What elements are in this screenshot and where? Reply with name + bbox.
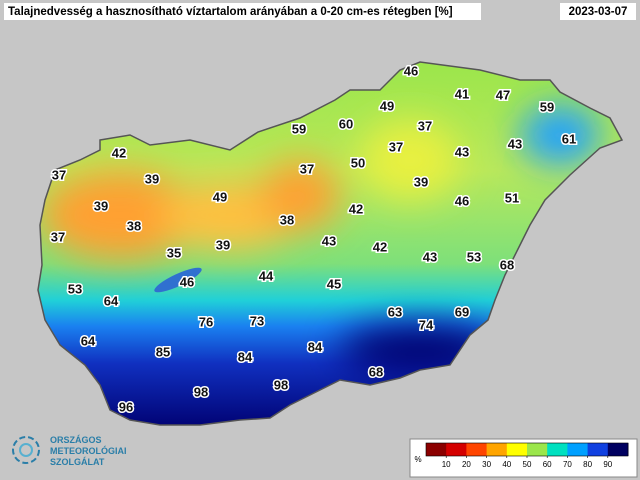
station-value: 42 [349,201,363,216]
station-value: 98 [274,377,288,392]
station-value: 74 [419,317,434,332]
colorbar-segment [466,443,488,456]
station-value: 42 [373,239,387,254]
station-value: 43 [322,233,336,248]
colorbar-tick-label: 90 [603,460,612,469]
station-value: 46 [455,193,469,208]
station-value: 98 [194,384,208,399]
station-value: 37 [389,139,403,154]
colorbar-segment [506,443,528,456]
colorbar-segment [547,443,568,456]
logo-line: ORSZÁGOS [50,435,102,445]
station-value: 59 [292,121,306,136]
date: 2023-03-07 [569,6,628,18]
logo-line: SZOLGÁLAT [50,457,105,467]
station-value: 39 [94,198,108,213]
station-value: 73 [250,313,264,328]
colorbar-segment [587,443,609,456]
station-value: 51 [505,190,519,205]
lake [154,267,202,293]
station-value: 44 [259,268,274,283]
station-value: 37 [52,167,66,182]
colorbar-segment [446,443,467,456]
title-box [4,3,481,20]
station-value: 46 [404,63,418,78]
station-value: 39 [216,237,230,252]
station-value: 69 [455,304,469,319]
colorbar-tick-label: 80 [583,460,592,469]
station-value: 53 [467,249,481,264]
logo: ORSZÁGOS METEOROLÓGIAI SZOLGÁLAT [12,435,127,467]
station-value: 53 [68,281,82,296]
station-value: 84 [238,349,253,364]
colorbar-tick-label: 30 [482,460,491,469]
date-box [560,3,636,20]
title: Talajnedvesség a hasznosítható víztartal… [8,6,453,18]
station-value: 38 [127,218,141,233]
station-value: 37 [418,118,432,133]
station-value: 60 [339,116,353,131]
station-value: 63 [388,304,402,319]
station-value: 59 [540,99,554,114]
station-value: 42 [112,145,126,160]
logo-line: METEOROLÓGIAI [50,445,127,456]
station-value: 49 [213,189,227,204]
colorbar-segment [567,443,589,456]
colorbar-tick-label: 60 [543,460,552,469]
station-value: 85 [156,344,170,359]
border [37,61,624,426]
station-value: 76 [199,314,213,329]
colorbar-tick-label: 40 [502,460,511,469]
station-value: 37 [51,229,65,244]
colorbar-segment [607,443,629,456]
station-value: 50 [351,155,365,170]
colorbar-segment [527,443,548,456]
station-value: 35 [167,245,181,260]
colorbar-segment [486,443,508,456]
station-value: 43 [455,144,469,159]
station-value: 84 [308,339,323,354]
station-value: 39 [145,171,159,186]
colorbar-tick-label: 50 [523,460,532,469]
station-value: 46 [180,274,194,289]
station-value: 41 [455,86,469,101]
colorbar-segment [426,443,447,456]
station-value: 61 [562,131,576,146]
colorbar-tick-label: 70 [563,460,572,469]
station-value: 38 [280,212,294,227]
station-value: 47 [496,87,510,102]
colorbar-tick-label: 20 [462,460,471,469]
station-value: 39 [414,174,428,189]
station-value: 96 [119,399,133,414]
station-value: 43 [423,249,437,264]
station-value: 68 [369,364,383,379]
station-value: 45 [327,276,341,291]
colorbar-unit: % [414,455,421,464]
station-value: 43 [508,136,522,151]
colorbar-tick-label: 10 [442,460,451,469]
station-value: 49 [380,98,394,113]
station-value: 37 [300,161,314,176]
station-value: 64 [104,293,119,308]
station-value: 68 [500,257,514,272]
station-value: 64 [81,333,96,348]
